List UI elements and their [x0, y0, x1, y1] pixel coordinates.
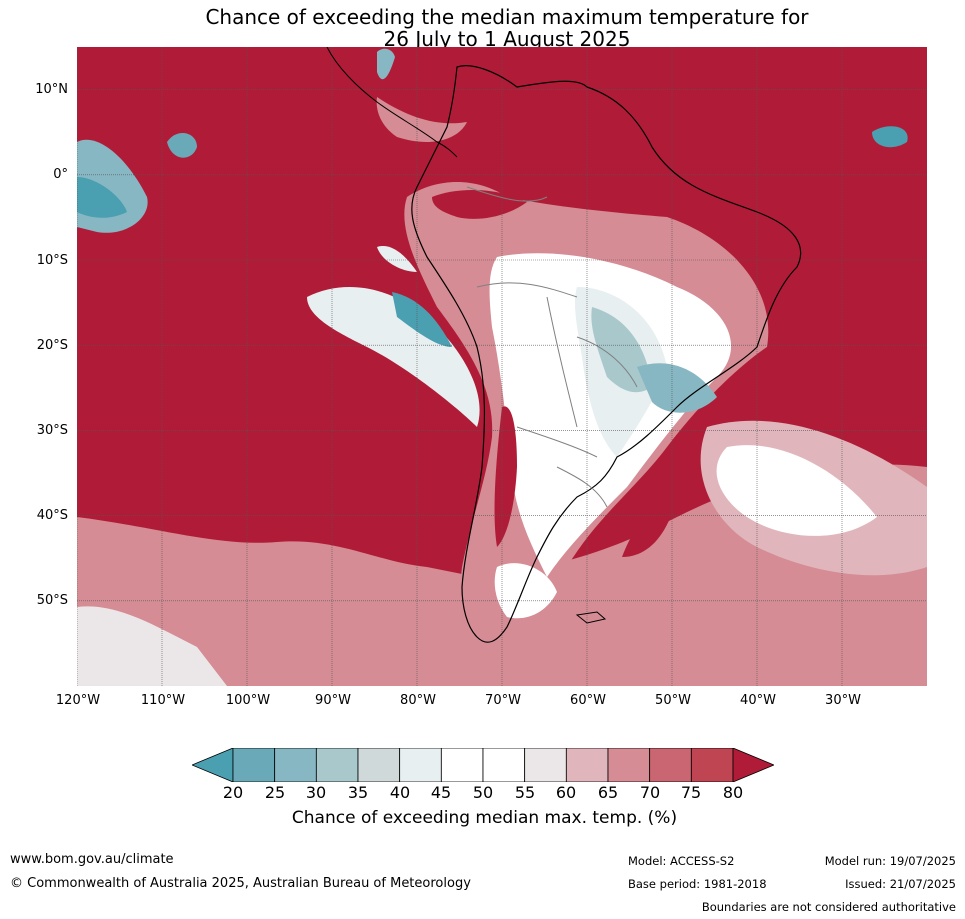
colorbar-tick-80: 80 — [722, 783, 744, 802]
footer-url[interactable]: www.bom.gov.au/climate — [10, 852, 174, 867]
footer-disclaimer: Boundaries are not considered authoritat… — [701, 900, 956, 914]
lat-label-40s: 40°S — [36, 508, 68, 523]
colorbar-tick-50: 50 — [472, 783, 494, 802]
caribbean-pink-band — [376, 97, 467, 142]
colorbar-tick-45: 45 — [430, 783, 452, 802]
footer-copyright: © Commonwealth of Australia 2025, Austra… — [10, 876, 471, 891]
colorbar — [192, 748, 774, 782]
colorbar-label: Chance of exceeding median max. temp. (%… — [291, 808, 678, 828]
lat-label-30s: 30°S — [36, 423, 68, 438]
south-america-coastline — [411, 65, 802, 643]
footer-model: Model: ACCESS-S2 — [628, 854, 735, 868]
footer-base-period: Base period: 1981-2018 — [628, 877, 767, 891]
equatorial-pacific-cool-core — [77, 177, 127, 218]
graticule — [77, 47, 927, 686]
colorbar-cell — [274, 748, 317, 782]
south-atlantic-red-patch — [622, 495, 677, 557]
lon-label-100w: 100°W — [225, 693, 271, 708]
colorbar-tick-20: 20 — [222, 783, 244, 802]
lon-label-80w: 80°W — [400, 693, 436, 708]
central-america-cool-patch — [377, 48, 395, 80]
southeast-pacific-cool-band — [307, 287, 480, 427]
lon-label-50w: 50°W — [655, 693, 691, 708]
footer-model-run: Model run: 19/07/2025 — [824, 854, 956, 868]
pacific-small-cool-patch — [167, 132, 197, 158]
eastern-brazil-cool-patch — [637, 363, 717, 413]
colorbar-cell — [357, 748, 401, 782]
colorbar-cell — [399, 748, 442, 782]
lat-label-20s: 20°S — [36, 338, 68, 353]
colorbar-tick-75: 75 — [680, 783, 702, 802]
lon-label-110w: 110°W — [140, 693, 186, 708]
colorbar-cell — [232, 748, 276, 782]
colorbar-tick-35: 35 — [347, 783, 369, 802]
lon-label-40w: 40°W — [740, 693, 776, 708]
national-borders — [466, 186, 638, 508]
colorbar-cell — [482, 748, 526, 782]
south-atlantic-white-zone — [716, 445, 877, 536]
probability-map — [77, 47, 927, 686]
lat-label-50s: 50°S — [36, 593, 68, 608]
footer-issued: Issued: 21/07/2025 — [845, 877, 956, 891]
colorbar-tick-70: 70 — [639, 783, 661, 802]
colorbar-cell — [690, 748, 734, 782]
colorbar-tick-65: 65 — [597, 783, 619, 802]
falkland-islands — [575, 611, 607, 624]
central-america-coastline — [326, 47, 458, 158]
patagonia-white-zone — [494, 563, 557, 619]
northwest-amazon-red — [432, 190, 527, 219]
colorbar-cell — [649, 748, 692, 782]
map-title-line2: 26 July to 1 August 2025 — [383, 27, 631, 51]
tropical-atlantic-cool-patch — [872, 126, 908, 148]
continent-cool-core — [591, 307, 652, 393]
lat-label-10s: 10°S — [36, 253, 68, 268]
colorbar-cell — [440, 748, 484, 782]
colorbar-tick-40: 40 — [389, 783, 411, 802]
lat-label-10n: 10°N — [35, 82, 68, 97]
andes-red-strip — [494, 406, 517, 547]
lat-label-0: 0° — [53, 167, 68, 182]
colorbar-tick-25: 25 — [264, 783, 286, 802]
colorbar-tick-30: 30 — [305, 783, 327, 802]
lon-label-120w: 120°W — [55, 693, 101, 708]
southeast-pacific-cool-core — [392, 292, 452, 347]
lon-label-70w: 70°W — [485, 693, 521, 708]
lon-label-60w: 60°W — [570, 693, 606, 708]
colorbar-cell — [565, 748, 609, 782]
colorbar-extend-low — [192, 748, 234, 782]
lon-label-30w: 30°W — [825, 693, 861, 708]
colorbar-extend-high — [732, 748, 774, 782]
southern-ocean-light-zone — [77, 606, 227, 686]
colorbar-cell — [607, 748, 651, 782]
colorbar-tick-60: 60 — [555, 783, 577, 802]
colorbar-tick-55: 55 — [514, 783, 536, 802]
lon-label-90w: 90°W — [315, 693, 351, 708]
colorbar-cell — [315, 748, 359, 782]
colorbar-cell — [524, 748, 567, 782]
east-pacific-cool-strip — [377, 246, 417, 272]
map-title-line1: Chance of exceeding the median maximum t… — [205, 5, 809, 29]
